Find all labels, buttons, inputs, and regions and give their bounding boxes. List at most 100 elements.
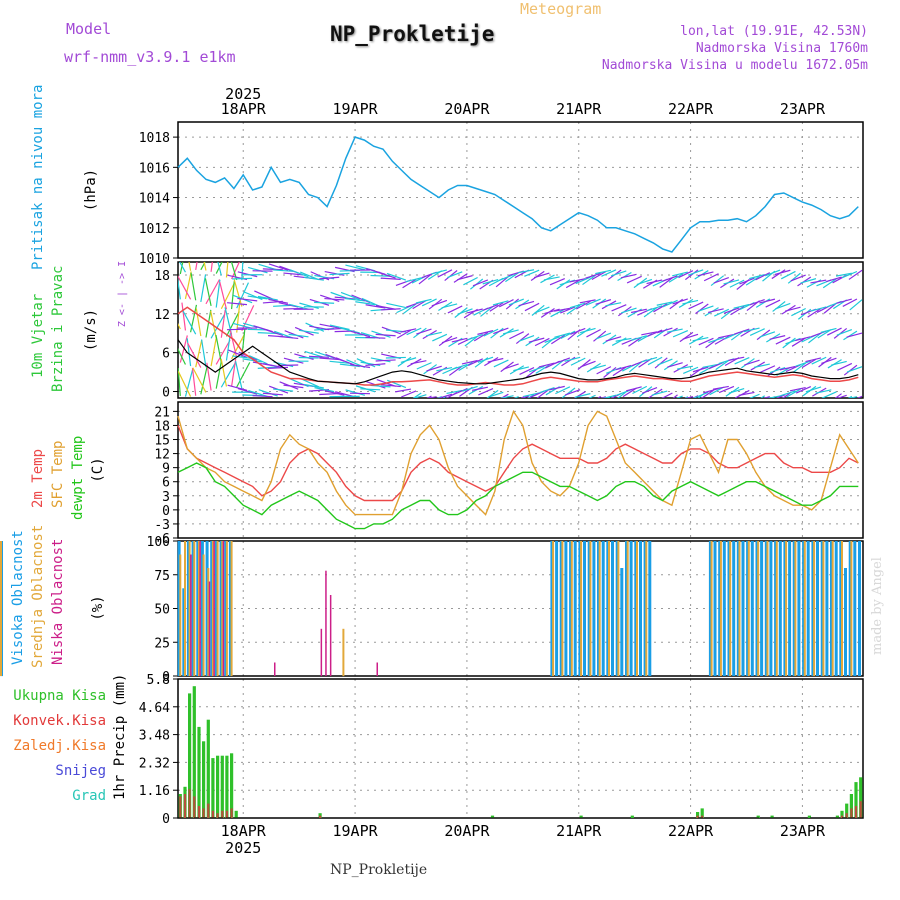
cloud-bar bbox=[342, 628, 345, 677]
wind-arrow bbox=[524, 302, 540, 312]
cloud-bar bbox=[639, 541, 642, 676]
wind-arrow bbox=[808, 332, 822, 344]
wind-arrow bbox=[576, 327, 591, 338]
wind-arrow bbox=[630, 308, 647, 314]
precip-bar bbox=[211, 810, 214, 818]
wind-arrow bbox=[595, 332, 612, 340]
wind-arrow bbox=[841, 270, 858, 279]
cloud-bar bbox=[643, 541, 647, 676]
precipitation-ytick-label: 0 bbox=[162, 812, 170, 827]
wind-arrow bbox=[324, 270, 345, 276]
wind-arrow bbox=[795, 336, 811, 342]
precip-legend-item: Grad bbox=[72, 788, 106, 804]
wind-arrow bbox=[324, 390, 345, 396]
precip-bar bbox=[179, 796, 182, 818]
wind-arrow bbox=[554, 357, 571, 365]
wind-arrow bbox=[677, 365, 694, 370]
wind-arrow bbox=[765, 299, 781, 308]
wind-arrow bbox=[220, 358, 228, 387]
wind-arrow bbox=[576, 300, 591, 310]
wind-direction-legend: Z <- | -> I bbox=[117, 261, 128, 327]
wind-arrow bbox=[458, 361, 473, 372]
wind-arrow bbox=[601, 269, 617, 277]
wind-arrow bbox=[490, 327, 504, 339]
cloud-ylabel-high: Visoka Oblacnost bbox=[10, 530, 26, 665]
precip-bar bbox=[183, 794, 187, 818]
wind-arrow bbox=[564, 356, 581, 362]
wind-arrow bbox=[728, 388, 745, 394]
wind-arrow bbox=[402, 278, 417, 289]
wind-arrow bbox=[622, 387, 637, 398]
cloud-bar bbox=[764, 541, 768, 676]
wind-arrow bbox=[521, 395, 530, 398]
wind-arrow bbox=[345, 264, 366, 271]
wind-panel: 0 6 12 18 10m Vjetar Brzina i Pravac (m/s) Z <-… bbox=[30, 261, 864, 401]
wind-arrow bbox=[283, 272, 304, 276]
cloud-bar bbox=[559, 541, 563, 676]
wind-arrow bbox=[523, 392, 540, 398]
wind-arrow bbox=[749, 273, 765, 280]
wind-arrow bbox=[219, 281, 228, 310]
wind-arrow bbox=[355, 301, 376, 306]
wind-arrow bbox=[698, 305, 714, 312]
wind-arrow bbox=[371, 330, 391, 338]
precip-bar bbox=[230, 808, 233, 818]
wind-arrow bbox=[268, 263, 289, 271]
top-axis-day-label: 20APR bbox=[444, 100, 490, 118]
cloud-bar bbox=[376, 662, 378, 676]
wind-arrow bbox=[661, 392, 673, 398]
wind-arrow bbox=[350, 330, 371, 338]
wind-arrow bbox=[421, 298, 437, 307]
cloud-bar bbox=[620, 568, 624, 676]
wind-arrow bbox=[493, 327, 509, 335]
wind-arrow bbox=[480, 305, 494, 317]
bottom-axis-day-label: 22APR bbox=[668, 822, 714, 840]
cloud-bar bbox=[778, 541, 782, 676]
wind-arrow bbox=[734, 356, 750, 365]
wind-arrow bbox=[365, 336, 386, 339]
wind-arrow bbox=[242, 358, 263, 363]
cloud-bar bbox=[589, 541, 592, 676]
wind-arrow bbox=[438, 301, 453, 311]
precip-legend-item: Zaledj.Kisa bbox=[13, 738, 106, 754]
wind-arrow bbox=[728, 356, 745, 361]
cloud-bar bbox=[210, 541, 214, 676]
wind-arrow bbox=[217, 262, 222, 276]
wind-arrow bbox=[200, 366, 208, 395]
wind-arrow bbox=[410, 360, 427, 365]
cloud-bar bbox=[750, 541, 754, 676]
wind-arrow bbox=[426, 396, 437, 398]
wind-arrow bbox=[232, 355, 253, 360]
cloud-bar bbox=[208, 581, 211, 676]
wind-arrow bbox=[790, 274, 806, 282]
footer-station-name: NP_Prokletije bbox=[330, 862, 428, 878]
wind-arrow bbox=[785, 364, 801, 373]
wind-arrow bbox=[749, 328, 765, 337]
precip-bar bbox=[859, 801, 862, 818]
wind-arrow bbox=[179, 262, 186, 273]
wind-arrow bbox=[453, 273, 468, 283]
wind-arrow bbox=[775, 302, 791, 310]
wind-arrow bbox=[723, 279, 740, 285]
wind-arrow bbox=[573, 391, 586, 398]
precip-bar bbox=[854, 782, 858, 818]
cloud-ylabel-mid: Srednja Oblacnost bbox=[30, 525, 46, 668]
wind-arrow bbox=[733, 303, 750, 309]
wind-arrow bbox=[340, 291, 360, 301]
wind-arrow bbox=[836, 328, 853, 336]
wind-arrow bbox=[580, 360, 596, 368]
wind-arrow bbox=[695, 303, 709, 315]
wind-arrow bbox=[611, 304, 627, 312]
cloud-bar bbox=[803, 541, 806, 676]
wind-arrow bbox=[641, 331, 658, 336]
wind-arrow bbox=[210, 262, 213, 272]
cloud-bar bbox=[713, 541, 717, 676]
wind-arrow bbox=[303, 276, 324, 281]
temperature-ytick-label: 6 bbox=[162, 476, 170, 491]
cloud-bar bbox=[184, 541, 186, 676]
wind-arrow bbox=[810, 279, 827, 284]
cloud-bar bbox=[626, 541, 629, 676]
wind-arrow bbox=[503, 363, 519, 370]
wind-arrow bbox=[232, 322, 253, 329]
wind-arrow bbox=[274, 330, 294, 339]
